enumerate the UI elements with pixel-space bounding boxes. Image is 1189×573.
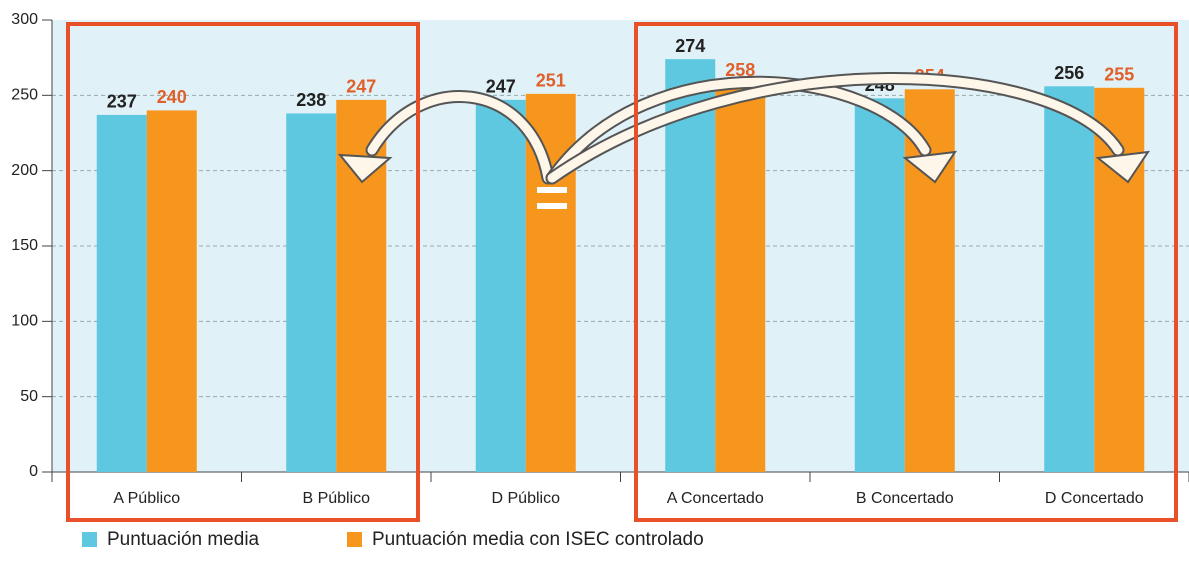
bars: A Público 237 240 B Público 238 247 D Público 2… <box>96 36 1145 507</box>
x-tick-label: B Concertado <box>856 490 954 507</box>
data-label: 251 <box>536 71 566 91</box>
legend-swatch <box>347 532 362 547</box>
y-tick-label: 0 <box>29 463 38 480</box>
data-label: 237 <box>107 92 137 112</box>
y-tick-label: 100 <box>11 313 38 330</box>
annotation-arrows <box>337 72 1151 209</box>
data-label: 255 <box>1104 65 1134 85</box>
y-tick-label: 50 <box>20 388 38 405</box>
x-tick-label: D Público <box>492 490 561 507</box>
bar <box>1044 86 1095 472</box>
bar <box>854 98 905 472</box>
data-label: 238 <box>296 90 326 110</box>
x-tick-label: A Público <box>113 490 180 507</box>
bar <box>286 113 337 472</box>
legend-label: Puntuación media con ISEC controlado <box>372 529 704 550</box>
grid: 0 50 100 150 200 250 300 <box>11 11 1189 482</box>
y-tick-label: 150 <box>11 237 38 254</box>
data-label: 247 <box>486 77 516 97</box>
bar <box>96 114 147 473</box>
y-tick-label: 200 <box>11 162 38 179</box>
bar <box>715 83 766 472</box>
bar <box>475 99 526 472</box>
data-label: 256 <box>1054 63 1084 83</box>
data-label: 258 <box>725 60 755 80</box>
legend: Puntuación media Puntuación media con ISE… <box>82 529 704 550</box>
bar <box>665 59 716 472</box>
y-tick-label: 250 <box>11 87 38 104</box>
data-label: 240 <box>157 87 187 107</box>
x-tick-label: B Público <box>302 490 370 507</box>
x-tick-label: D Concertado <box>1045 490 1144 507</box>
bar <box>146 110 197 473</box>
legend-swatch <box>82 532 97 547</box>
data-label: 247 <box>346 77 376 97</box>
legend-label: Puntuación media <box>107 529 260 550</box>
group-boxes <box>66 22 1178 522</box>
x-tick-label: A Concertado <box>667 490 764 507</box>
y-tick-label: 300 <box>11 11 38 28</box>
data-label: 274 <box>675 36 705 56</box>
